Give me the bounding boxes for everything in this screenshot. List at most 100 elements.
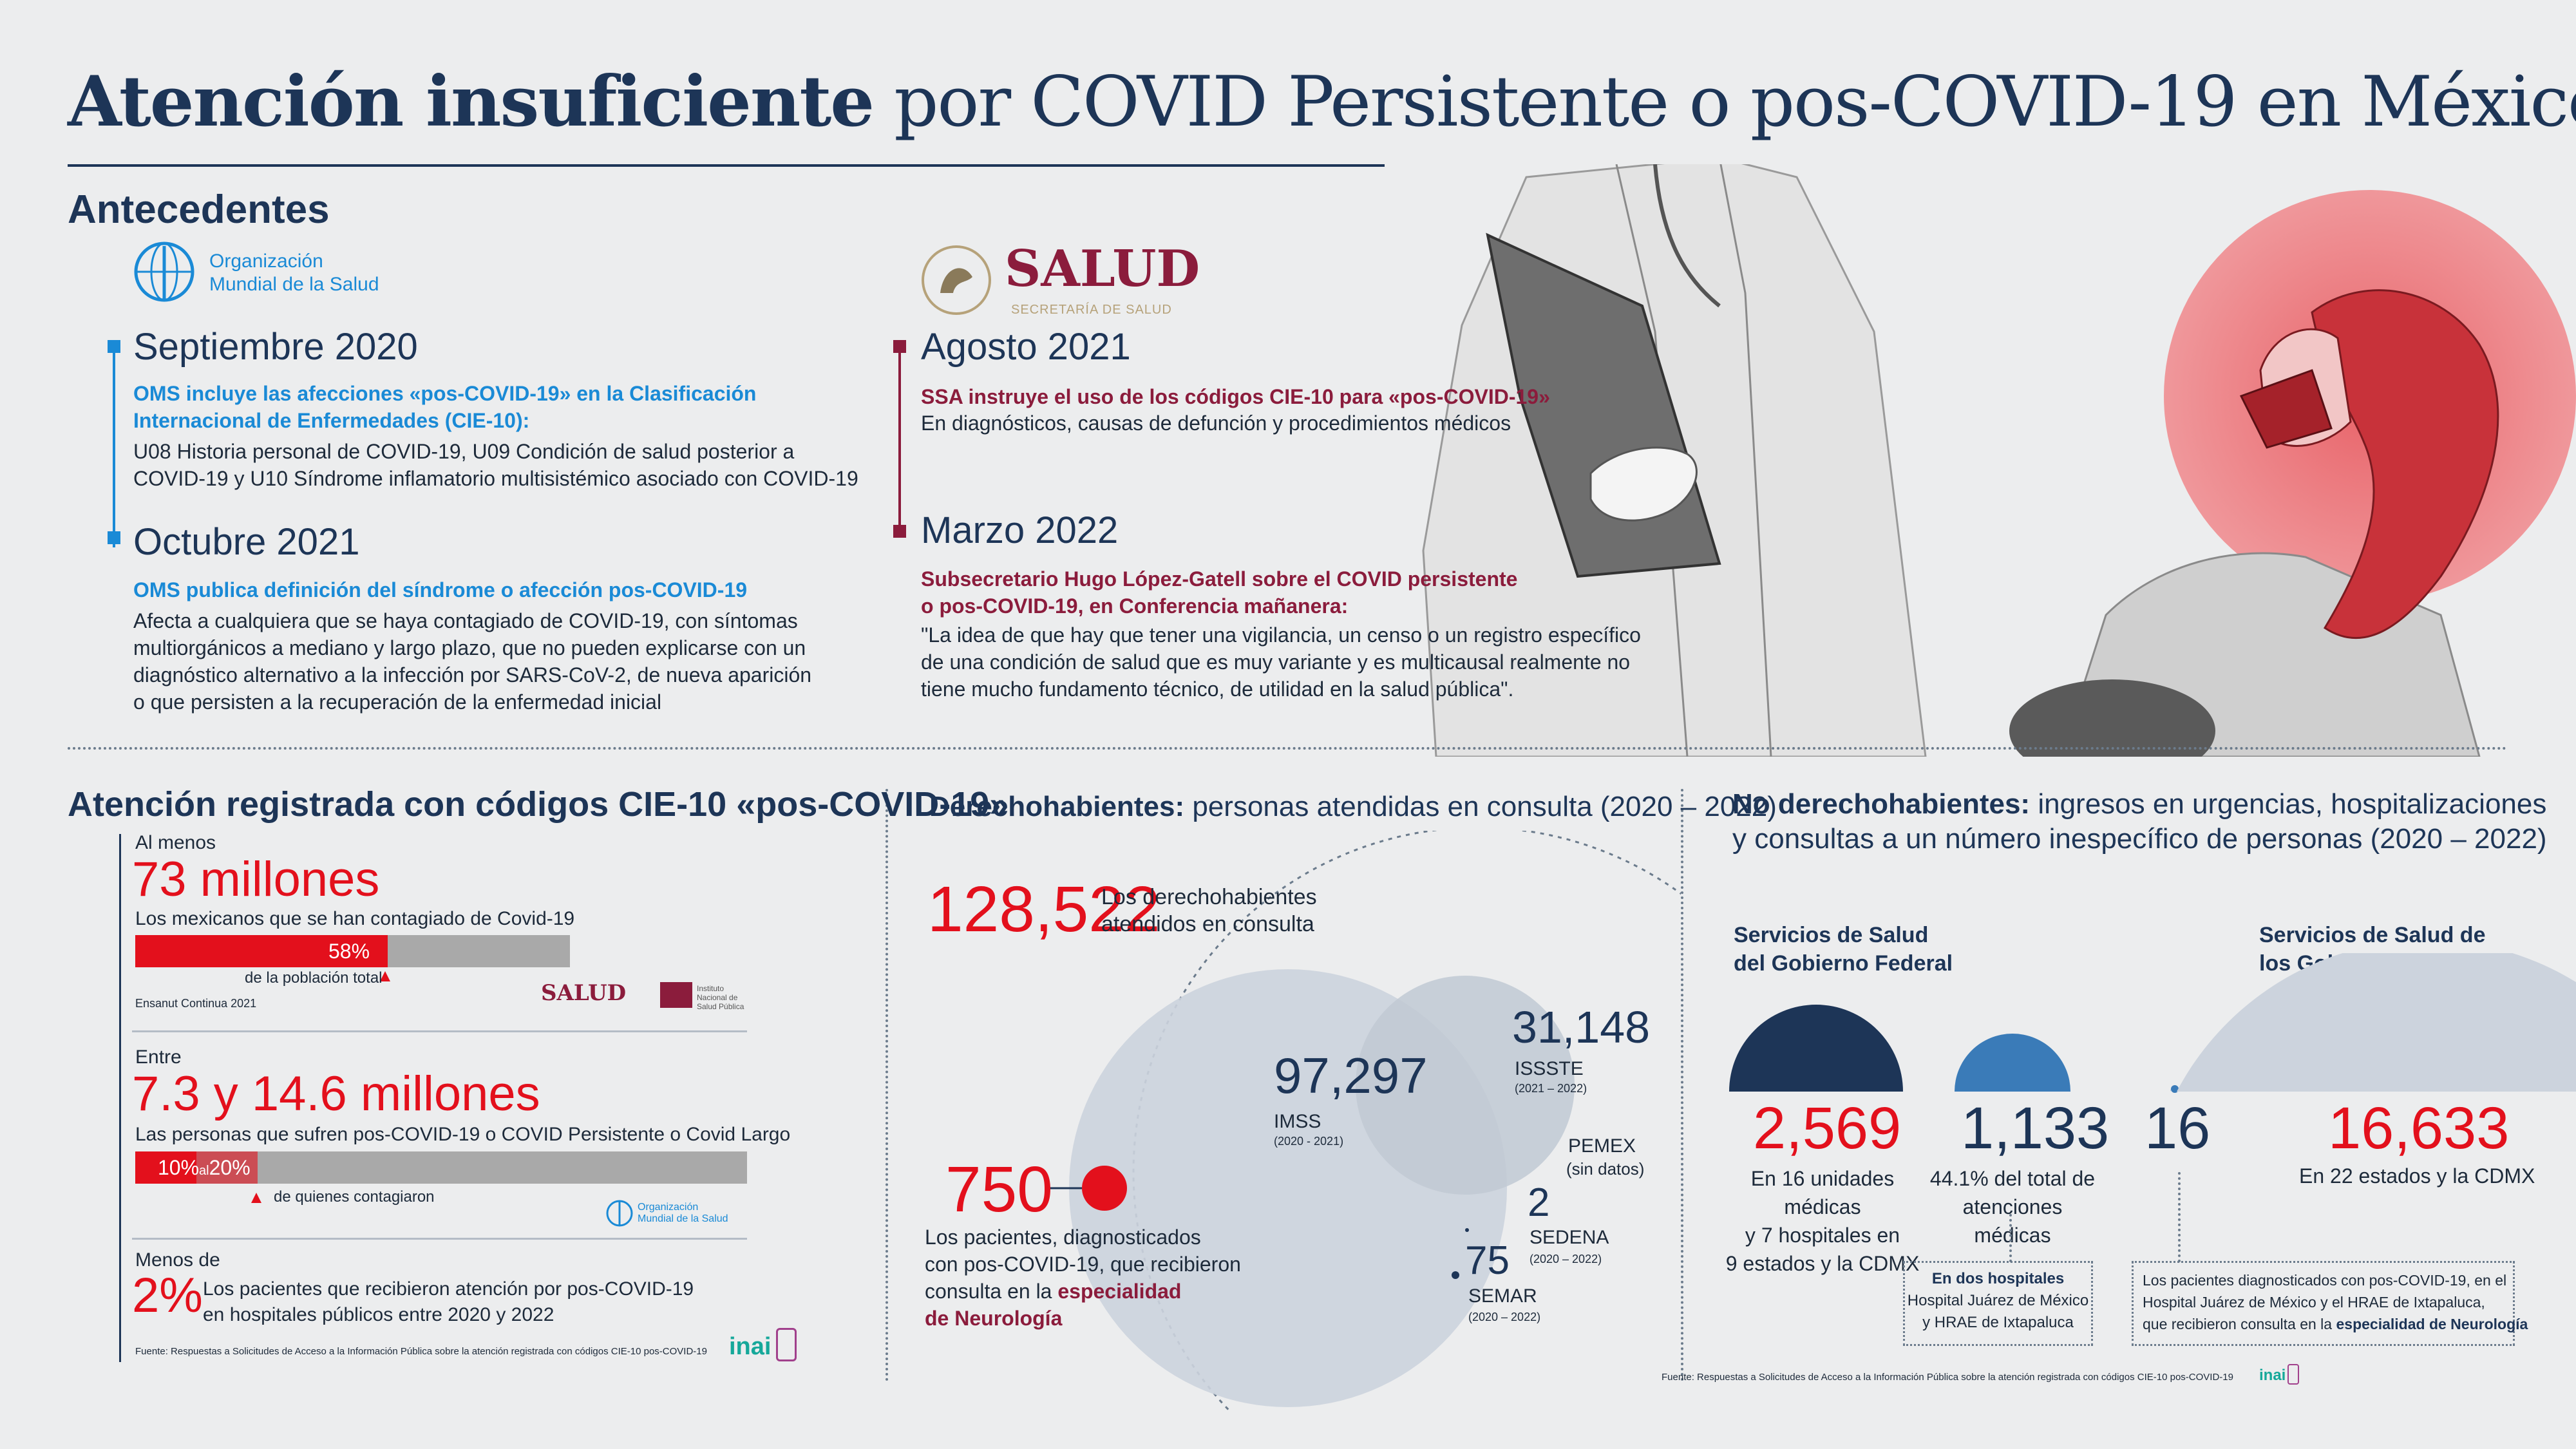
b3-pre: Menos de: [135, 1249, 220, 1271]
derecho-total: 128,522: [927, 873, 1160, 945]
sedena-name: SEDENA: [1530, 1227, 1609, 1248]
oms-small-logo-text: Organización Mundial de la Salud: [638, 1202, 728, 1224]
event-text: Afecta a cualquiera que se haya contagia…: [133, 609, 812, 714]
timeline-marker: [893, 525, 906, 538]
event-head: OMS incluye las afecciones «pos-COVID-19…: [133, 382, 757, 432]
registrada-source: Fuente: Respuestas a Solicitudes de Acce…: [135, 1346, 707, 1357]
oms-logo-text: Organización Mundial de la Salud: [209, 250, 379, 296]
b1-desc: Los mexicanos que se han contagiado de C…: [135, 908, 575, 929]
semar-years: (2020 – 2022): [1468, 1311, 1541, 1323]
neuro-value: 750: [945, 1153, 1053, 1226]
date-aug-2021: Agosto 2021: [921, 326, 1131, 368]
venn-diagram: [1050, 831, 1681, 1410]
timeline-marker: [108, 340, 120, 353]
inai-logo: inai: [729, 1333, 772, 1360]
inai-figure-icon: [776, 1328, 797, 1361]
doctor-patient-illustration: [1385, 164, 2576, 757]
inai-figure-small-icon: [2287, 1364, 2299, 1385]
timeline-line-ssa: [898, 348, 901, 535]
separator: [132, 1238, 747, 1240]
n1-desc: En 16 unidades médicas y 7 hospitales en 9…: [1725, 1167, 1920, 1275]
sedena-years: (2020 – 2022): [1530, 1253, 1602, 1265]
title-rule: [68, 164, 2508, 167]
box2-connector: [2178, 1172, 2181, 1262]
salud-logo-word: SALUD: [1005, 240, 1200, 298]
no-derecho-source: Fuente: Respuestas a Solicitudes de Acce…: [1662, 1372, 2233, 1383]
b2-bar-fill-range: [196, 1151, 258, 1184]
box1-connector: [2009, 1214, 2012, 1262]
event-text: U08 Historia personal de COVID-19, U09 C…: [133, 440, 858, 490]
b1-big: 73 millones: [132, 852, 380, 907]
column-divider: [1681, 789, 1683, 1381]
registrada-heading: Atención registrada con códigos CIE-10 «…: [68, 785, 1009, 824]
b2-desc: Las personas que sufren pos-COVID-19 o C…: [135, 1124, 791, 1145]
oms-small-emblem-icon: [606, 1200, 633, 1227]
federal-heading: Servicios de Salud del Gobierno Federal: [1734, 923, 1953, 976]
oms-logo-line1: Organización: [209, 251, 323, 272]
n2-value: 1,133: [1961, 1095, 2110, 1161]
b1-pre: Al menos: [135, 832, 216, 853]
event-head: SSA instruye el uso de los códigos CIE-1…: [921, 385, 1550, 408]
issste-years: (2021 – 2022): [1515, 1082, 1587, 1095]
date-mar-2022: Marzo 2022: [921, 509, 1119, 551]
registrada-vline: [119, 834, 121, 1362]
event-text: En diagnósticos, causas de defunción y p…: [921, 412, 1511, 435]
salud-logo-sub: SECRETARÍA DE SALUD: [1011, 303, 1172, 317]
salud-small-logo: SALUD: [541, 980, 627, 1006]
semar-name: SEMAR: [1468, 1285, 1537, 1307]
neuro-desc: Los pacientes, diagnosticados con pos-COV…: [925, 1226, 1241, 1330]
issste-value: 31,148: [1512, 1002, 1651, 1052]
timeline-line-oms: [113, 348, 115, 547]
timeline-marker: [893, 340, 906, 353]
date-sep-2020: Septiembre 2020: [133, 326, 418, 368]
antecedentes-heading: Antecedentes: [68, 187, 330, 232]
quote-text: "La idea de que hay que tener una vigila…: [921, 623, 1641, 701]
semicircle-chart: [1729, 953, 2576, 1093]
timeline-marker: [108, 531, 120, 544]
pemex-name: PEMEX: [1568, 1135, 1636, 1157]
b2-pre: Entre: [135, 1046, 182, 1068]
inai-logo-small: inai: [2259, 1367, 2286, 1384]
n1-value: 2,569: [1753, 1095, 1902, 1161]
derecho-total-label: Los derechohabientes atendidos en consult…: [1101, 885, 1317, 936]
b1-source: Ensanut Continua 2021: [135, 997, 257, 1010]
section-divider: [68, 747, 2508, 750]
box2: Los pacientes diagnosticados con pos-COV…: [2132, 1261, 2528, 1346]
insp-icon: [660, 982, 692, 1008]
mexico-eagle-emblem-icon: [922, 245, 991, 315]
page-title: Atención insuficiente por COVID Persiste…: [68, 61, 2576, 142]
b3-desc: Los pacientes que recibieron atención po…: [203, 1278, 694, 1325]
oms-emblem-icon: [134, 242, 194, 302]
n3-value: 16: [2145, 1095, 2211, 1161]
pemex-note: (sin datos): [1566, 1159, 1645, 1179]
event-head: Subsecretario Hugo López-Gatell sobre el…: [921, 567, 1518, 618]
no-derecho-heading: No derechohabientes: ingresos en urgenci…: [1732, 788, 2547, 855]
insp-logo-text: Instituto Nacional de Salud Pública: [697, 984, 744, 1011]
issste-name: ISSSTE: [1515, 1058, 1584, 1079]
derecho-heading: Derechohabientes: personas atendidas en …: [929, 791, 1777, 822]
b2-pct-range: 10%al20%: [158, 1156, 251, 1179]
b2-marker: [251, 1193, 261, 1203]
column-divider: [886, 789, 888, 1381]
n2-desc: 44.1% del total de atenciones médicas: [1929, 1167, 2096, 1247]
imss-value: 97,297: [1274, 1047, 1428, 1104]
imss-years: (2020 - 2021): [1274, 1135, 1344, 1148]
b3-big: 2%: [132, 1268, 203, 1323]
b2-big: 7.3 y 14.6 millones: [132, 1066, 540, 1121]
b2-note: de quienes contagiaron: [274, 1188, 435, 1206]
date-oct-2021: Octubre 2021: [133, 521, 360, 563]
b1-pct: 58%: [328, 940, 370, 963]
b1-marker: [380, 971, 390, 981]
imss-name: IMSS: [1274, 1111, 1321, 1132]
separator: [132, 1030, 747, 1032]
b1-bar-fill: [135, 935, 388, 967]
n4-desc: En 22 estados y la CDMX: [2299, 1164, 2535, 1188]
b2-bar-fill-min: [135, 1151, 196, 1184]
n4-value: 16,633: [2328, 1095, 2510, 1161]
b1-note: de la población total: [245, 969, 383, 987]
sedena-value: 2: [1528, 1180, 1550, 1225]
event-head: OMS publica definición del síndrome o af…: [133, 578, 748, 601]
oms-logo-line2: Mundial de la Salud: [209, 274, 379, 295]
semar-value: 75: [1465, 1238, 1510, 1283]
box1: En dos hospitales Hospital Juárez de Méx…: [1903, 1261, 2093, 1346]
